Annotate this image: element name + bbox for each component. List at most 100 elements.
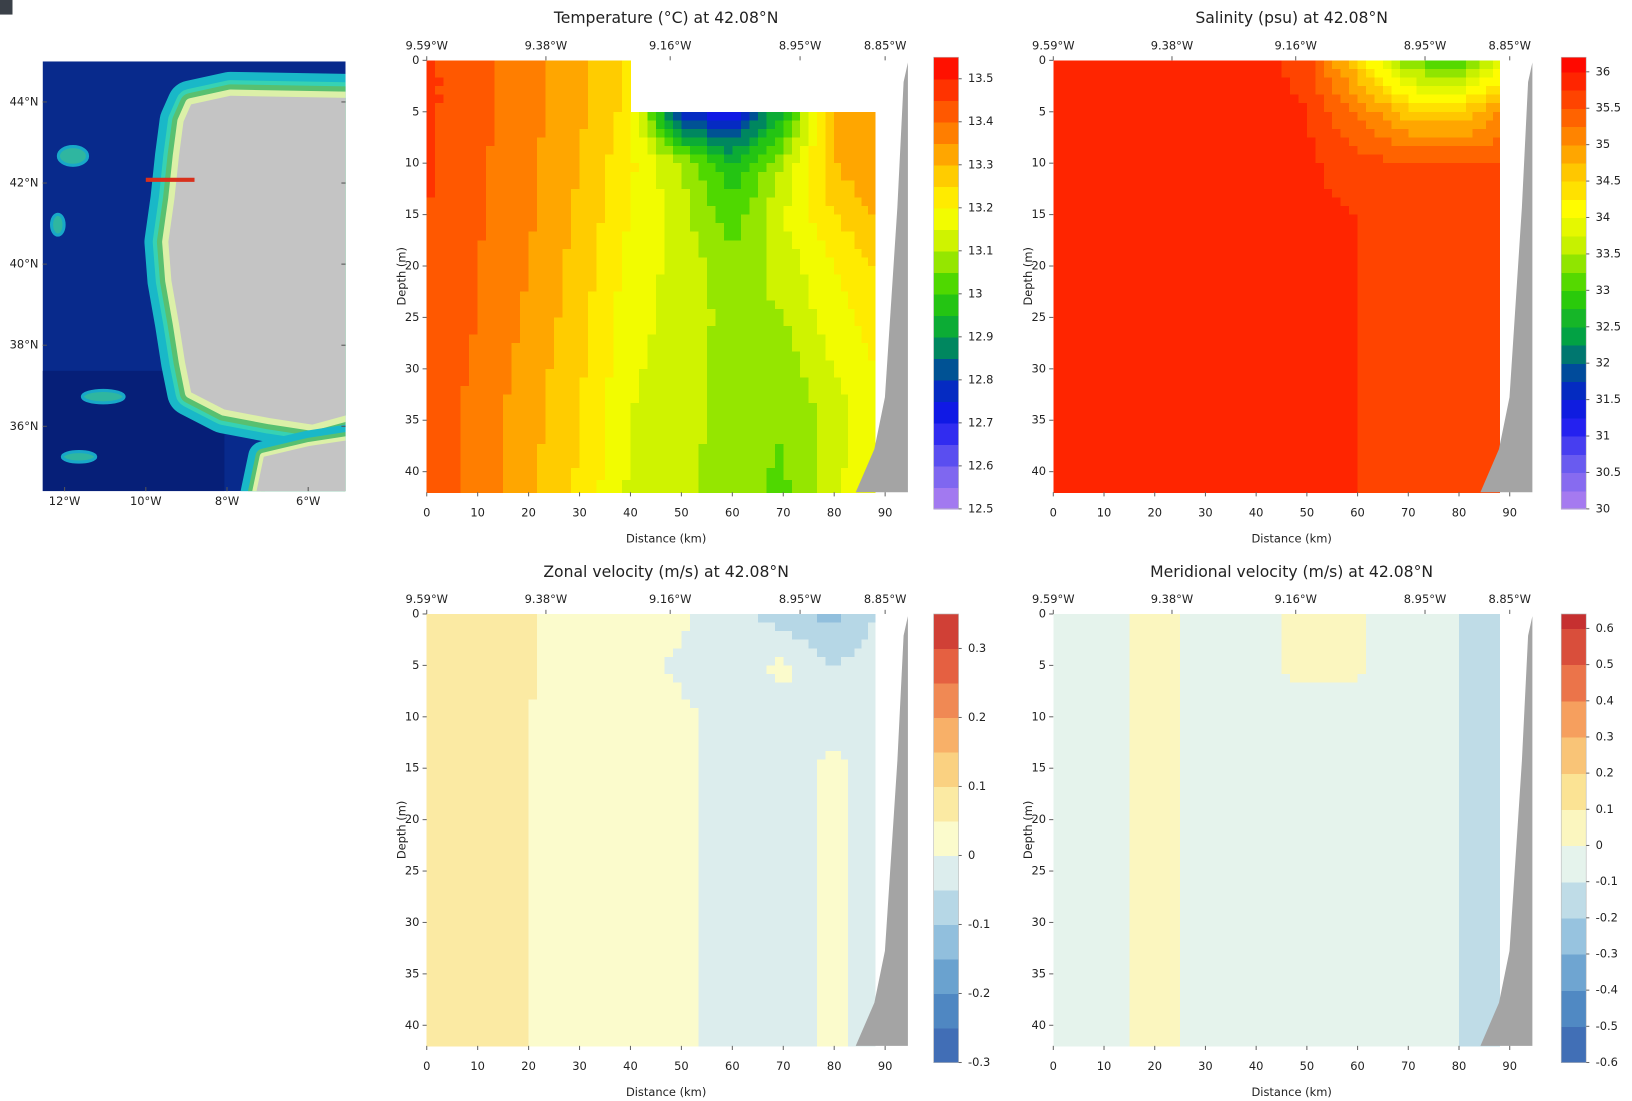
contour-cell xyxy=(1079,432,1088,445)
contour-cell xyxy=(1146,129,1155,138)
contour-cell xyxy=(1290,155,1299,164)
contour-cell xyxy=(1087,189,1096,198)
contour-cell xyxy=(690,120,699,129)
contour-cell xyxy=(554,155,563,164)
contour-cell xyxy=(495,163,504,172)
contour-cell xyxy=(630,189,639,198)
contour-cell xyxy=(1349,360,1358,369)
contour-cell xyxy=(1493,206,1500,215)
contour-cell xyxy=(1205,309,1214,318)
contour-cell xyxy=(435,412,444,421)
contour-cell xyxy=(841,189,848,198)
contour-cell xyxy=(690,257,699,266)
contour-cell xyxy=(1290,215,1299,224)
contour-cell xyxy=(647,180,656,189)
contour-cell xyxy=(1383,283,1392,292)
contour-cell xyxy=(783,468,792,481)
contour-cell xyxy=(800,146,809,155)
contour-cell xyxy=(647,137,656,146)
contour-cell xyxy=(809,206,818,215)
contour-cell xyxy=(834,215,841,224)
contour-cell xyxy=(1248,343,1257,352)
contour-cell xyxy=(1180,403,1189,412)
contour-cell xyxy=(571,223,580,232)
contour-cell xyxy=(1282,215,1291,224)
contour-cell xyxy=(1265,403,1274,412)
contour-cell xyxy=(1466,86,1473,95)
contour-cell xyxy=(1205,283,1214,292)
contour-cell xyxy=(452,197,461,206)
contour-cell xyxy=(1112,377,1121,386)
colorbar-segment xyxy=(934,208,959,230)
contour-cell xyxy=(580,444,589,457)
contour-cell xyxy=(546,275,555,284)
contour-cell xyxy=(1180,412,1189,421)
contour-cell xyxy=(1062,309,1071,318)
contour-cell xyxy=(1231,386,1240,395)
contour-cell xyxy=(1273,395,1282,404)
contour-cell xyxy=(1486,95,1493,104)
contour-cell xyxy=(452,189,461,198)
contour-cell xyxy=(1079,146,1088,155)
contour-cell xyxy=(1417,120,1426,129)
contour-cell xyxy=(1070,432,1079,445)
contour-cell xyxy=(1146,257,1155,266)
contour-cell xyxy=(1256,112,1265,121)
contour-cell xyxy=(520,249,529,258)
contour-cell xyxy=(503,317,512,326)
contour-cell xyxy=(664,163,673,172)
contour-cell xyxy=(1155,163,1164,172)
contour-cell xyxy=(1079,335,1088,344)
contour-cell xyxy=(1391,352,1400,361)
contour-cell xyxy=(724,403,733,412)
contour-cell xyxy=(1479,386,1486,395)
contour-cell xyxy=(792,335,801,344)
contour-cell xyxy=(698,137,707,146)
contour-cell xyxy=(1298,283,1307,292)
contour-cell xyxy=(1493,317,1500,326)
contour-cell xyxy=(1163,120,1172,129)
contour-cell xyxy=(597,283,606,292)
contour-cell xyxy=(1129,468,1138,481)
contour-cell xyxy=(732,155,741,164)
contour-cell xyxy=(1172,155,1181,164)
contour-cell xyxy=(1096,352,1105,361)
contour-cell xyxy=(1096,215,1105,224)
contour-cell xyxy=(1486,386,1493,395)
contour-cell xyxy=(1307,95,1316,104)
contour-cell xyxy=(783,377,792,386)
contour-cell xyxy=(1442,112,1451,121)
contour-cell xyxy=(1172,86,1181,95)
contour-cell xyxy=(1096,480,1105,493)
contour-cell xyxy=(673,163,682,172)
contour-cell xyxy=(826,129,835,138)
contour-cell xyxy=(639,223,648,232)
contour-cell xyxy=(792,352,801,361)
contour-cell xyxy=(732,197,741,206)
contour-cell xyxy=(613,403,622,412)
contour-cell xyxy=(1434,180,1443,189)
contour-cell xyxy=(1298,257,1307,266)
contour-cell xyxy=(841,257,848,266)
contour-cell xyxy=(1425,120,1434,129)
contour-cell xyxy=(1493,369,1500,378)
contour-cell xyxy=(792,309,801,318)
contour-cell xyxy=(1400,403,1409,412)
contour-cell xyxy=(783,444,792,457)
contour-cell xyxy=(1248,86,1257,95)
contour-cell xyxy=(1298,215,1307,224)
contour-cell xyxy=(1163,386,1172,395)
contour-cell xyxy=(741,257,750,266)
contour-cell xyxy=(1442,412,1451,421)
contour-cell xyxy=(1391,137,1400,146)
contour-cell xyxy=(1138,232,1147,241)
contour-cell xyxy=(1070,257,1079,266)
colorbar-segment xyxy=(934,122,959,144)
contour-cell xyxy=(1459,386,1466,395)
contour-cell xyxy=(1434,197,1443,206)
contour-cell xyxy=(1239,206,1248,215)
contour-cell xyxy=(732,146,741,155)
contour-cell xyxy=(1479,206,1486,215)
contour-cell xyxy=(1341,335,1350,344)
contour-cell xyxy=(520,155,529,164)
